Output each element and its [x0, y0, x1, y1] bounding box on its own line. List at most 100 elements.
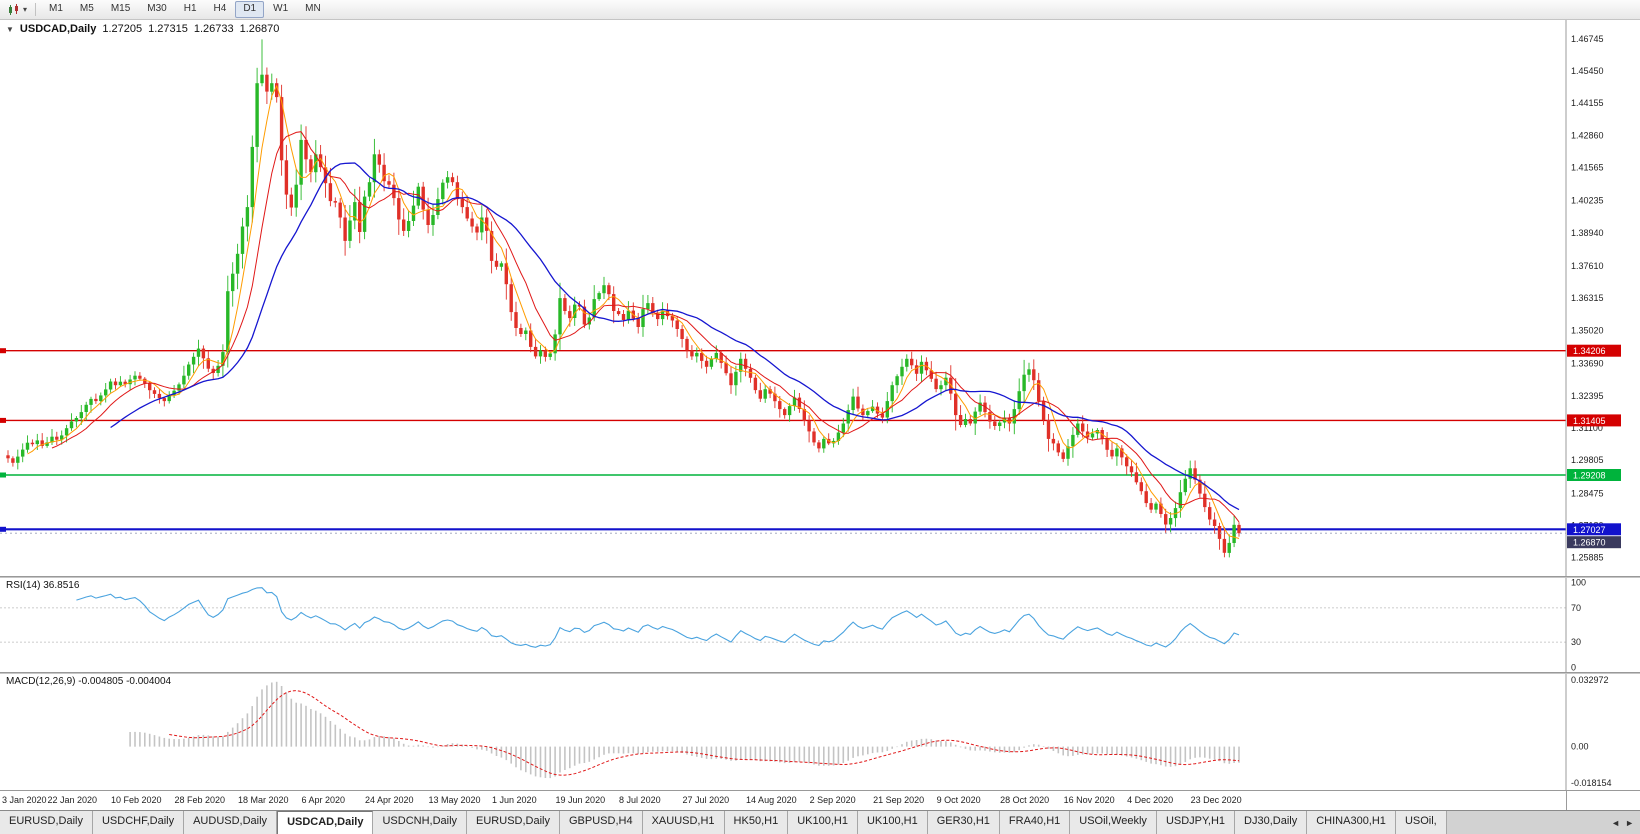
axis-corner-divider — [1566, 791, 1567, 810]
chart-type-button[interactable]: ▾ — [4, 3, 30, 16]
quote-low: 1.26733 — [193, 23, 234, 35]
main-chart-panel[interactable]: 1.46745 1.45450 1.44155 1.42860 1.41565 1.402… — [0, 20, 1640, 576]
date-label: 14 Aug 2020 — [746, 795, 797, 805]
chart-tab-fra40-h1[interactable]: FRA40,H1 — [999, 811, 1071, 834]
date-label: 24 Apr 2020 — [365, 795, 414, 805]
chart-tab-hk50-h1[interactable]: HK50,H1 — [724, 811, 789, 834]
timeframe-button-group: M1 M5 M15 M30 H1 H4 D1 W1 MN — [41, 1, 329, 18]
chart-title: ▼ USDCAD,Daily 1.27205 1.27315 1.26733 1… — [6, 23, 279, 35]
chart-tab-eurusd-daily[interactable]: EURUSD,Daily — [0, 811, 93, 834]
chart-tab-usoil[interactable]: USOil, — [1395, 811, 1447, 834]
date-label: 19 Jun 2020 — [555, 795, 606, 805]
svg-text:1.25885: 1.25885 — [1571, 553, 1604, 563]
date-label: 13 May 2020 — [428, 795, 481, 805]
chart-tab-usdcad-daily[interactable]: USDCAD,Daily — [277, 811, 374, 834]
chart-tab-ger30-h1[interactable]: GER30,H1 — [927, 811, 1000, 834]
scroll-tabs-right-icon[interactable]: ► — [1625, 817, 1634, 828]
date-label: 1 Jun 2020 — [492, 795, 537, 805]
chart-tab-usdjpy-h1[interactable]: USDJPY,H1 — [1156, 811, 1236, 834]
candlestick-chart-canvas[interactable]: 1.46745 1.45450 1.44155 1.42860 1.41565 1.402… — [0, 20, 1640, 576]
timeframe-button-m30[interactable]: M30 — [147, 3, 167, 14]
svg-text:1.31100: 1.31100 — [1571, 423, 1603, 433]
date-label: 4 Dec 2020 — [1127, 795, 1174, 805]
svg-text:1.38940: 1.38940 — [1571, 228, 1604, 238]
svg-text:0.032972: 0.032972 — [1571, 675, 1609, 685]
chart-tab-bar: EURUSD,Daily USDCHF,Daily AUDUSD,Daily USDC… — [0, 810, 1640, 834]
svg-text:1.34206: 1.34206 — [1573, 346, 1606, 356]
timeframe-button-mn[interactable]: MN — [305, 3, 321, 14]
date-label: 27 Jul 2020 — [682, 795, 730, 805]
chart-tab-usoil-weekly[interactable]: USOil,Weekly — [1070, 811, 1157, 834]
svg-text:0.00: 0.00 — [1571, 742, 1589, 752]
svg-text:-0.018154: -0.018154 — [1571, 778, 1612, 788]
svg-text:1.32395: 1.32395 — [1571, 391, 1604, 401]
svg-text:1.28475: 1.28475 — [1571, 488, 1604, 498]
timeframe-button-m15[interactable]: M15 — [110, 3, 131, 14]
date-label: 28 Oct 2020 — [1000, 795, 1050, 805]
svg-text:1.37610: 1.37610 — [1571, 261, 1604, 271]
timeframe-button-h4[interactable]: H4 — [213, 3, 227, 14]
rsi-panel[interactable]: 100 70 30 0 RSI(14) 36.8516 — [0, 578, 1640, 672]
date-label: 21 Sep 2020 — [873, 795, 925, 805]
macd-panel[interactable]: 0.032972 0.00 -0.018154 MACD(12,26,9) -0.0… — [0, 674, 1640, 790]
chart-tab-uk100-h1[interactable]: UK100,H1 — [788, 811, 858, 834]
time-axis[interactable]: 3 Jan 2020 22 Jan 2020 10 Feb 2020 28 Feb 2… — [0, 790, 1640, 810]
chart-tab-xauusd-h1[interactable]: XAUUSD,H1 — [642, 811, 725, 834]
svg-text:1.40235: 1.40235 — [1571, 196, 1604, 206]
rsi-indicator-label: RSI(14) 36.8516 — [6, 580, 80, 591]
date-label: 10 Feb 2020 — [111, 795, 162, 805]
chart-tab-audusd-daily[interactable]: AUDUSD,Daily — [184, 811, 278, 834]
chart-tabs: EURUSD,Daily USDCHF,Daily AUDUSD,Daily USDC… — [0, 811, 1447, 834]
svg-text:1.29805: 1.29805 — [1571, 455, 1604, 465]
svg-text:1.35020: 1.35020 — [1571, 326, 1604, 336]
svg-text:1.45450: 1.45450 — [1571, 66, 1604, 76]
rsi-chart-canvas[interactable]: 100 70 30 0 — [0, 578, 1640, 672]
svg-text:1.27027: 1.27027 — [1573, 525, 1606, 535]
panel-resize-handle[interactable] — [0, 672, 1640, 674]
timeframe-button-m1[interactable]: M1 — [49, 3, 63, 14]
date-label: 18 Mar 2020 — [238, 795, 289, 805]
quote-close: 1.26870 — [239, 23, 280, 35]
macd-indicator-label: MACD(12,26,9) -0.004805 -0.004004 — [6, 676, 172, 687]
chart-tab-dj30-daily[interactable]: DJ30,Daily — [1235, 811, 1308, 834]
svg-text:1.46745: 1.46745 — [1571, 34, 1604, 44]
collapse-icon[interactable]: ▼ — [6, 24, 14, 34]
top-toolbar: ▾ M1 M5 M15 M30 H1 H4 D1 W1 MN — [0, 0, 1640, 20]
svg-text:100: 100 — [1571, 578, 1586, 587]
chart-tab-gbpusd-h4[interactable]: GBPUSD,H4 — [560, 811, 643, 834]
chart-tab-usdchf-daily[interactable]: USDCHF,Daily — [92, 811, 185, 834]
timeframe-button-h1[interactable]: H1 — [183, 3, 197, 14]
timeframe-button-w1[interactable]: W1 — [273, 3, 289, 14]
chevron-down-icon: ▾ — [23, 5, 28, 14]
date-label: 22 Jan 2020 — [47, 795, 98, 805]
date-label: 28 Feb 2020 — [174, 795, 226, 805]
svg-text:70: 70 — [1571, 603, 1581, 613]
date-label: 8 Jul 2020 — [619, 795, 661, 805]
svg-text:1.41565: 1.41565 — [1571, 163, 1604, 173]
date-label: 23 Dec 2020 — [1190, 795, 1242, 805]
svg-text:1.42860: 1.42860 — [1571, 130, 1604, 140]
svg-text:1.36315: 1.36315 — [1571, 293, 1604, 303]
chart-tab-uk100-h1[interactable]: UK100,H1 — [857, 811, 928, 834]
date-label: 9 Oct 2020 — [936, 795, 981, 805]
timeframe-button-d1[interactable]: D1 — [235, 1, 265, 18]
panel-resize-handle[interactable] — [0, 576, 1640, 578]
chart-tab-eurusd-daily[interactable]: EURUSD,Daily — [467, 811, 560, 834]
svg-text:30: 30 — [1571, 637, 1581, 647]
date-label: 6 Apr 2020 — [301, 795, 346, 805]
date-label: 16 Nov 2020 — [1063, 795, 1115, 805]
chart-tab-china300-h1[interactable]: CHINA300,H1 — [1307, 811, 1396, 834]
date-label: 3 Jan 2020 — [2, 795, 47, 805]
svg-text:1.29208: 1.29208 — [1573, 471, 1606, 481]
chart-tab-usdcnh-daily[interactable]: USDCNH,Daily — [373, 811, 468, 834]
toolbar-separator — [35, 3, 37, 16]
quote-open: 1.27205 — [102, 23, 143, 35]
svg-text:0: 0 — [1571, 663, 1576, 672]
chart-symbol-label: USDCAD,Daily — [19, 23, 97, 35]
scroll-tabs-left-icon[interactable]: ◄ — [1611, 817, 1621, 828]
svg-text:1.33690: 1.33690 — [1571, 359, 1604, 369]
timeframe-button-m5[interactable]: M5 — [79, 3, 94, 14]
quote-high: 1.27315 — [148, 23, 188, 35]
macd-chart-canvas[interactable]: 0.032972 0.00 -0.018154 — [0, 674, 1640, 790]
svg-text:1.26870: 1.26870 — [1573, 538, 1606, 548]
